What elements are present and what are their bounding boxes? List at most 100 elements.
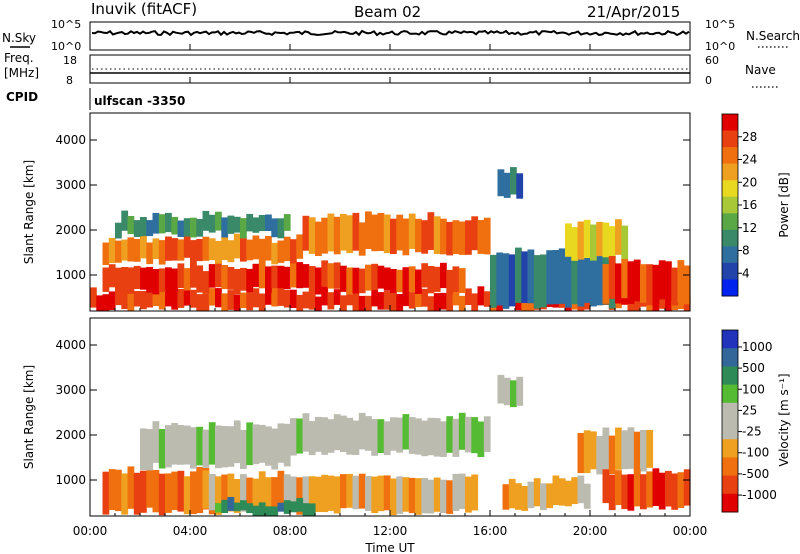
velocity-band-1-cell	[321, 474, 329, 513]
power-band-1-cell	[396, 269, 404, 293]
power-band-2-cell	[146, 242, 154, 265]
velocity-band-3-cell	[321, 417, 329, 455]
velocity-band-4-cell	[271, 506, 279, 516]
velocity-band-8-cell	[646, 471, 654, 508]
velocity-band-3-cell	[452, 418, 460, 457]
velocity-band-6-cell	[571, 477, 579, 504]
power-band-0-cell	[252, 288, 260, 308]
velocity-band-3-cell	[327, 419, 335, 453]
velocity-band-0-cell	[152, 470, 160, 513]
power-band-1-cell	[183, 268, 191, 291]
velocity-band-3-cell	[340, 415, 347, 452]
power-band-2-cell	[171, 238, 179, 261]
power-band-1-cell	[315, 267, 322, 295]
power-band-7-cell	[627, 261, 635, 304]
power-band-0-cell	[258, 293, 266, 311]
power-band-2-cell	[246, 239, 254, 261]
power-band-0-cell	[371, 287, 379, 307]
velocity-band-1-cell	[377, 475, 385, 512]
velocity-band-7-cell	[608, 435, 616, 474]
power-band-3-cell	[365, 211, 372, 249]
power-colorbar-cell-8	[722, 246, 738, 264]
power-band-4-cell	[140, 217, 147, 237]
velocity-colorbar-cell-0	[722, 330, 738, 349]
power-band-6-cell	[621, 225, 629, 261]
velocity-band-8-cell	[615, 470, 622, 506]
nsky-strip: N.Sky 10^5 10^0 10^5 10^0 N.Search	[2, 18, 800, 53]
power-band-1-cell	[421, 263, 429, 288]
velocity-band-7-cell	[646, 430, 654, 468]
velocity-band-5-cell	[497, 374, 505, 404]
velocity-band-2-cell	[158, 429, 166, 469]
power-band-0-cell	[340, 295, 347, 311]
power-band-5-cell	[521, 251, 529, 303]
velocity-band-0-cell	[183, 476, 191, 515]
velocity-ytick-label-1: 2000	[55, 428, 86, 442]
xtick-label-3: 12:00	[373, 524, 408, 538]
power-band-3-cell	[415, 218, 422, 253]
power-band-0-cell	[471, 293, 479, 311]
power-colorbar-tick-label-2: 12	[742, 221, 757, 235]
power-band-3-cell	[377, 213, 385, 251]
power-band-0-cell	[277, 287, 285, 306]
power-band-0-cell	[396, 294, 404, 311]
power-band-5-cell	[527, 249, 535, 304]
velocity-band-7-cell	[615, 427, 622, 470]
power-band-0-cell	[196, 294, 204, 311]
velocity-ylabel: Slant Range [km]	[22, 365, 36, 469]
velocity-colorbar-cell-1	[722, 348, 738, 367]
power-band-1-cell	[302, 264, 310, 288]
velocity-band-3-cell	[415, 418, 422, 455]
power-band-1-cell	[321, 260, 329, 287]
velocity-band-1-cell	[240, 474, 247, 512]
velocity-band-7-cell	[577, 433, 585, 474]
power-band-1-cell	[277, 265, 285, 289]
power-band-0-cell	[121, 291, 129, 310]
velocity-band-6-cell	[577, 475, 585, 504]
power-band-2-cell	[115, 240, 122, 263]
power-band-1-cell	[371, 263, 379, 291]
power-band-1-cell	[452, 266, 460, 292]
power-band-1-cell	[402, 267, 410, 293]
velocity-band-1-cell	[327, 475, 335, 511]
power-band-0-cell	[140, 291, 147, 310]
power-band-7-cell	[665, 261, 672, 301]
velocity-band-1-cell	[340, 474, 347, 509]
velocity-band-2-cell	[283, 423, 291, 467]
power-colorbar-tick-label-5: 24	[742, 153, 757, 167]
power-band-0-cell	[271, 287, 279, 307]
cpid-value: ulfscan -3350	[94, 94, 185, 108]
power-band-0-cell	[227, 290, 235, 310]
power-band-2-cell	[296, 234, 304, 259]
power-band-7-cell	[621, 258, 629, 299]
velocity-band-3-cell	[296, 418, 304, 454]
power-band-4-cell	[283, 214, 291, 231]
power-band-1-cell	[233, 269, 241, 295]
power-band-2-cell	[208, 238, 216, 261]
power-band-1-cell	[165, 267, 172, 290]
power-band-4-cell	[190, 217, 197, 238]
velocity-band-3-cell	[315, 416, 322, 452]
velocity-band-7-cell	[596, 435, 604, 475]
power-colorbar-cell-7	[722, 229, 738, 247]
power-band-2-cell	[140, 233, 147, 259]
power-ytick-label-0: 1000	[55, 268, 86, 282]
power-band-0-cell	[427, 296, 435, 311]
velocity-band-4-cell	[221, 499, 229, 513]
velocity-band-1-cell	[283, 474, 291, 509]
velocity-colorbar-cell-3	[722, 384, 738, 404]
power-band-3-cell	[402, 218, 410, 256]
velocity-band-3-cell	[458, 412, 466, 450]
power-ylabel: Slant Range [km]	[22, 160, 36, 264]
power-band-5-cell	[558, 248, 566, 304]
date-title: 21/Apr/2015	[587, 3, 680, 21]
velocity-band-0-cell	[127, 466, 135, 509]
power-y-ticks: 1000 2000 3000 4000	[55, 133, 690, 282]
power-colorbar-tick-label-4: 20	[742, 175, 757, 189]
velocity-band-1-cell	[202, 470, 210, 509]
velocity-band-1-cell	[277, 470, 285, 508]
power-band-4-cell	[221, 217, 229, 238]
velocity-band-2-cell	[240, 430, 247, 469]
power-band-5-cell	[502, 253, 510, 309]
velocity-band-1-cell	[221, 474, 229, 512]
